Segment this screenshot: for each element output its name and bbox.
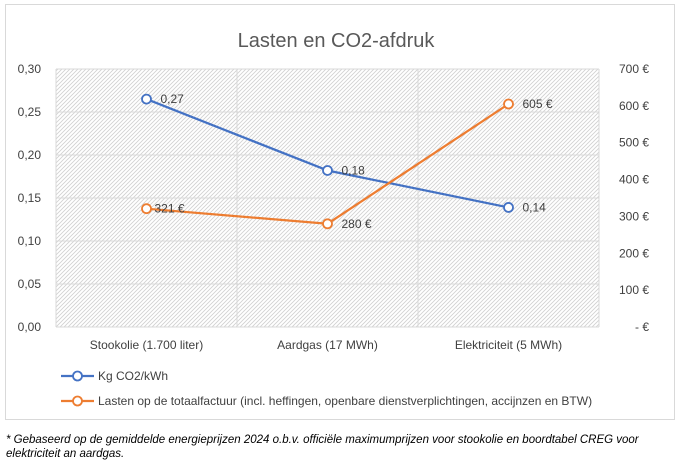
- y-right-tick-label: 500 €: [619, 136, 649, 150]
- series-1-point: [322, 165, 333, 176]
- series-2-point: [141, 203, 152, 215]
- x-tick-label: Elektriciteit (5 MWh): [455, 338, 562, 352]
- series-1-data-label: 0,27: [161, 92, 185, 106]
- series-1-data-label: 0,18: [342, 163, 366, 177]
- series-2-data-label: 321 €: [155, 202, 185, 216]
- series-1-point: [503, 202, 514, 213]
- y-left-tick-label: 0,05: [18, 277, 42, 291]
- series-2-point: [503, 98, 514, 110]
- y-left-tick-label: 0,20: [18, 148, 42, 162]
- y-left-tick-label: 0,10: [18, 234, 42, 248]
- y-right-tick-label: 600 €: [619, 99, 649, 113]
- legend-marker-1: [72, 370, 83, 382]
- x-tick-label: Stookolie (1.700 liter): [90, 338, 203, 352]
- legend-marker-2: [72, 395, 83, 407]
- footnote: * Gebaseerd op de gemiddelde energieprij…: [6, 434, 639, 460]
- y-right-tick-label: - €: [635, 320, 649, 334]
- series-1-point: [141, 93, 152, 105]
- legend-label-2: Lasten op de totaalfactuur (incl. heffin…: [98, 394, 592, 408]
- y-left-tick-label: 0,00: [18, 320, 42, 334]
- y-right-tick-label: 400 €: [619, 173, 649, 187]
- chart-title: Lasten en CO2-afdruk: [238, 30, 436, 52]
- series-1-data-label: 0,14: [523, 200, 547, 214]
- chart-frame: Lasten en CO2-afdruk 0,00 0,05 0,10 0,15 0,2…: [5, 4, 675, 420]
- y-right-tick-label: 200 €: [619, 246, 649, 260]
- y-right-tick-label: 100 €: [619, 283, 649, 297]
- y-left-tick-label: 0,15: [18, 191, 42, 205]
- line-chart: Lasten en CO2-afdruk 0,00 0,05 0,10 0,15 0,2…: [18, 30, 650, 408]
- y-right-tick-label: 700 €: [619, 62, 649, 76]
- series-2-point: [322, 218, 333, 230]
- series-2-data-label: 605 €: [523, 97, 553, 111]
- x-tick-label: Aardgas (17 MWh): [277, 338, 378, 352]
- y-left-tick-label: 0,30: [18, 62, 42, 76]
- legend-label-1: Kg CO2/kWh: [98, 369, 168, 383]
- y-left-tick-label: 0,25: [18, 105, 42, 119]
- series-2-data-label: 280 €: [342, 217, 372, 231]
- y-right-tick-label: 300 €: [619, 209, 649, 223]
